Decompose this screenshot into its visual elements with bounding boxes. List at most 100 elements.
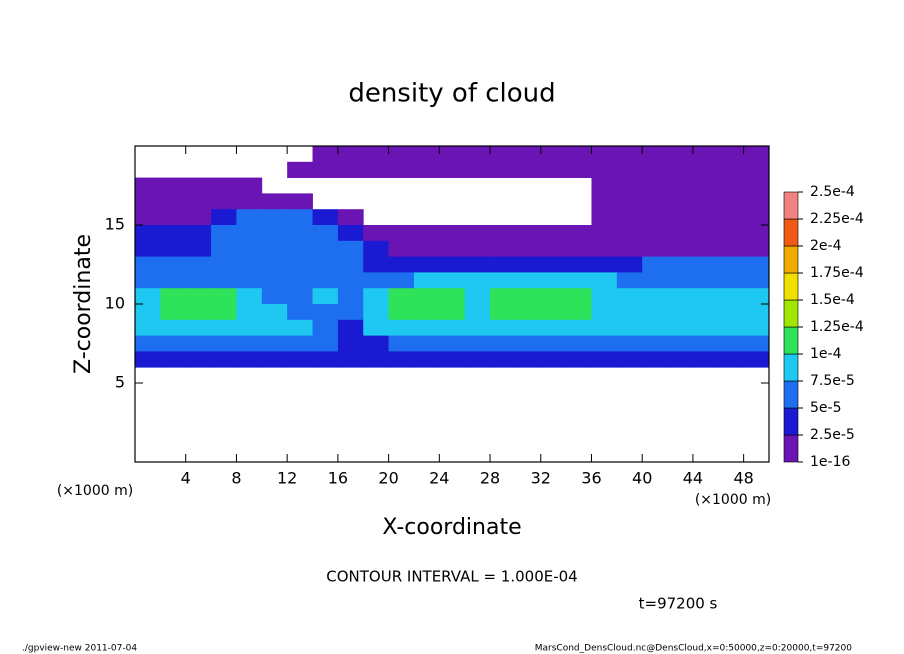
cell xyxy=(160,335,187,352)
cell xyxy=(642,240,668,257)
cell xyxy=(388,351,415,368)
cell xyxy=(135,351,161,368)
cell xyxy=(135,319,161,336)
cell xyxy=(718,351,745,368)
y-axis-label: Z-coordinate xyxy=(71,234,96,374)
cell xyxy=(413,351,440,368)
colorbar-swatch xyxy=(783,218,799,247)
cell xyxy=(642,351,668,368)
cell xyxy=(718,146,745,163)
cell xyxy=(236,225,263,242)
cell xyxy=(337,335,364,352)
x-tick-label: 44 xyxy=(683,469,703,488)
cell xyxy=(413,161,440,178)
cell xyxy=(388,304,415,321)
cell xyxy=(261,209,288,226)
cell xyxy=(287,272,313,289)
cell xyxy=(464,256,491,273)
cell xyxy=(540,272,567,289)
cell xyxy=(692,209,719,226)
cell xyxy=(261,288,288,305)
cell xyxy=(160,225,187,242)
cell xyxy=(566,146,592,163)
field xyxy=(135,146,770,368)
cell xyxy=(135,304,161,321)
x-unit: (×1000 m) xyxy=(695,492,771,508)
cell xyxy=(743,304,770,321)
cell xyxy=(464,240,491,257)
cell xyxy=(185,335,212,352)
cell xyxy=(337,225,364,242)
cell xyxy=(591,335,618,352)
cell xyxy=(413,288,440,305)
x-tick-label: 28 xyxy=(480,469,500,488)
cell xyxy=(439,146,466,163)
cell xyxy=(566,335,592,352)
cell xyxy=(211,209,237,226)
cell xyxy=(160,177,187,194)
cell xyxy=(337,161,364,178)
cell xyxy=(388,272,415,289)
cell xyxy=(616,288,643,305)
cell xyxy=(464,351,491,368)
cell xyxy=(236,256,263,273)
cell xyxy=(743,288,770,305)
cell xyxy=(718,209,745,226)
cell xyxy=(616,304,643,321)
cell xyxy=(616,146,643,163)
cell xyxy=(490,161,516,178)
cell xyxy=(718,193,745,210)
cell xyxy=(667,256,694,273)
cell xyxy=(261,240,288,257)
cell xyxy=(667,225,694,242)
x-axis-label: X-coordinate xyxy=(382,515,521,540)
cell xyxy=(490,351,516,368)
cell xyxy=(135,225,161,242)
cell xyxy=(591,146,618,163)
cell xyxy=(363,304,389,321)
colorbar-label: 1e-16 xyxy=(810,454,850,470)
cell xyxy=(616,272,643,289)
cell xyxy=(591,193,618,210)
cell xyxy=(185,272,212,289)
cell xyxy=(642,272,668,289)
cell xyxy=(540,161,567,178)
cell xyxy=(211,193,237,210)
cell xyxy=(261,304,288,321)
cell xyxy=(591,288,618,305)
cell xyxy=(135,209,161,226)
x-tick-label: 36 xyxy=(581,469,601,488)
cell xyxy=(490,272,516,289)
cell xyxy=(413,240,440,257)
cell xyxy=(312,288,339,305)
cell xyxy=(312,225,339,242)
cell xyxy=(312,351,339,368)
cell xyxy=(718,256,745,273)
cell xyxy=(667,209,694,226)
x-tick-label: 8 xyxy=(231,469,241,488)
cell xyxy=(718,240,745,257)
cell xyxy=(642,193,668,210)
cell xyxy=(211,240,237,257)
cell xyxy=(566,351,592,368)
cell xyxy=(515,351,542,368)
cell xyxy=(211,319,237,336)
cell xyxy=(616,335,643,352)
cell xyxy=(540,240,567,257)
cell xyxy=(388,319,415,336)
cell xyxy=(591,256,618,273)
cell xyxy=(388,335,415,352)
cell xyxy=(287,256,313,273)
cell xyxy=(160,256,187,273)
cell xyxy=(616,161,643,178)
cell xyxy=(413,256,440,273)
cell xyxy=(490,146,516,163)
cell xyxy=(591,225,618,242)
cell xyxy=(490,256,516,273)
cell xyxy=(439,240,466,257)
cell xyxy=(236,288,263,305)
cell xyxy=(591,209,618,226)
cell xyxy=(363,240,389,257)
cell xyxy=(160,209,187,226)
